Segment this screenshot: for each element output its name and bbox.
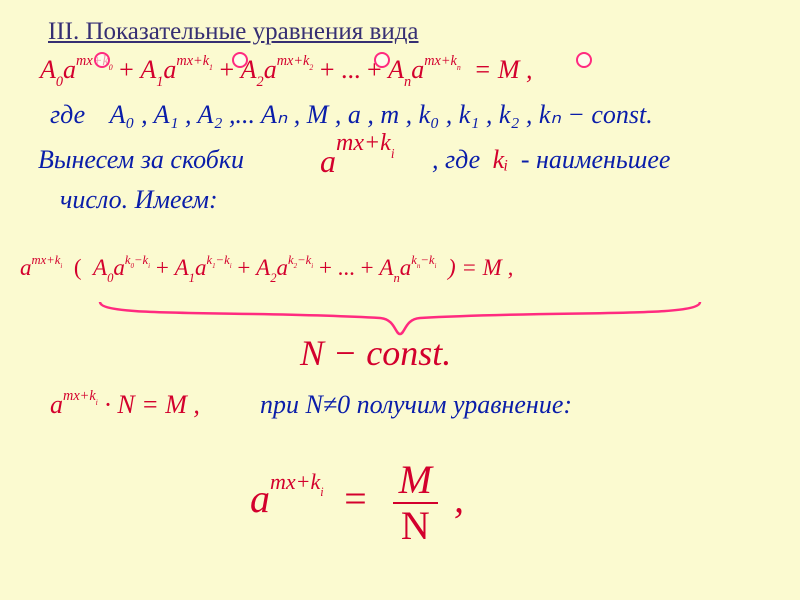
equation-2: amx+ki ( A0ak0−ki + A1ak1−ki + A2ak2−ki … [20,255,513,285]
marker-icon [576,52,592,68]
condition-text: при N≠0 получим уравнение: [260,390,572,420]
factor-text: Вынесем за скобки [38,145,244,175]
eq1-term-n: Anamx+kn [388,55,467,84]
eq1-term-1: A1amx+k1 [140,55,219,84]
eq1-term-2: A2amx+k2 [241,55,320,84]
marker-icon [94,52,110,68]
equation-3: amx+ki · N = M , [50,390,200,420]
n-const: N − const. [300,332,451,374]
have-text: число. Имеем: [60,185,218,215]
equation-4: amx+ki = M N , [250,460,464,546]
where-line-1: где A₀ , A₁ , A₂ ,... Aₙ , M , a , m , k… [50,100,653,130]
equation-1: A0amx+k0 + A1amx+k1 + A2amx+k2 + ... + A… [40,55,533,89]
factor-term: amx+ki [320,140,395,180]
marker-icon [374,52,390,68]
eq1-tail: = M , [467,55,532,84]
page-title: III. Показательные уравнения вида [48,18,419,46]
factor-where: , где kᵢ - наименьшее [432,145,670,175]
marker-icon [232,52,248,68]
